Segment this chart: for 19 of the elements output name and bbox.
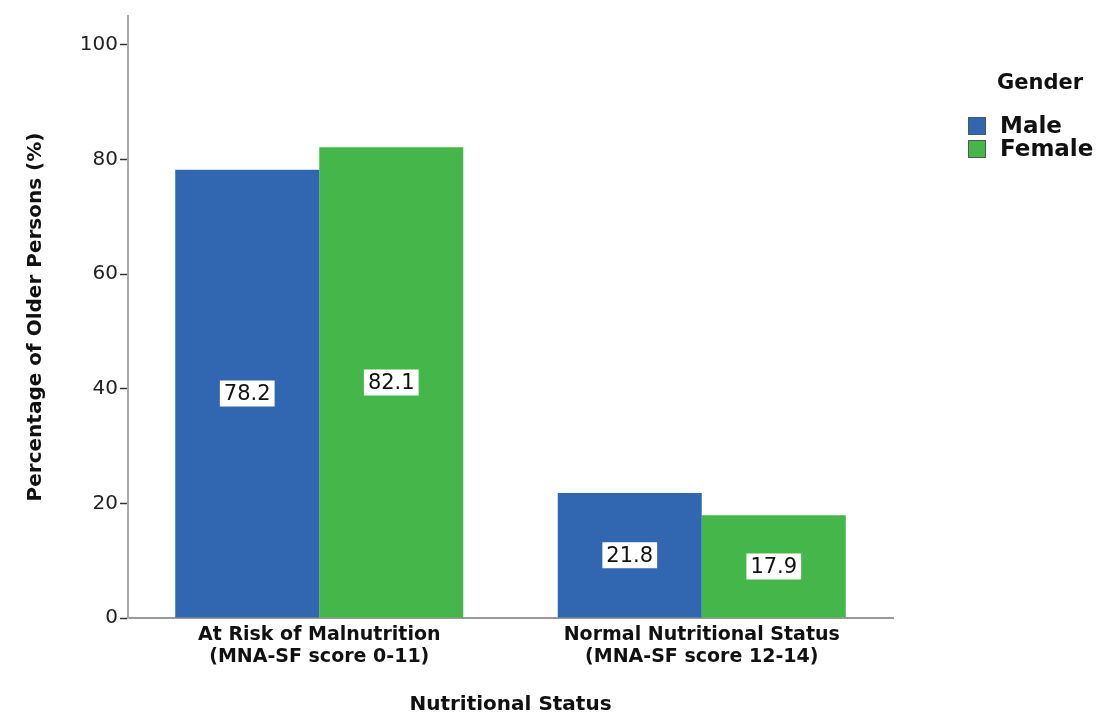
x-tick-label: At Risk of Malnutrition (MNA-SF score 0-11) [198,621,441,666]
data-label: 21.8 [606,542,654,567]
y-tick-label: 60 [92,260,118,285]
bar [175,169,320,618]
y-tick-label: 0 [105,604,118,629]
legend-title: Gender [996,70,1084,95]
data-label: 17.9 [750,553,798,578]
y-tick-label: 80 [92,145,118,170]
y-tick-label: 100 [79,30,118,55]
y-axis-title: Percentage of Older Persons (%) [22,132,47,502]
y-tick-label: 20 [92,489,118,514]
bar [557,493,702,618]
bar [319,147,464,618]
bar [701,515,846,618]
x-tick-label: Normal Nutritional Status (MNA-SF score 12-14) [563,621,840,666]
x-axis-title: Nutritional Status [409,691,612,716]
data-label: 82.1 [367,369,415,394]
data-label: 78.2 [223,381,271,406]
y-tick-label: 40 [92,374,118,399]
